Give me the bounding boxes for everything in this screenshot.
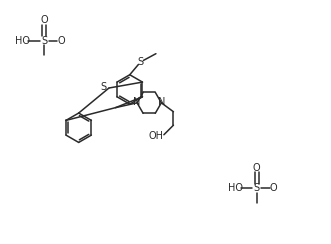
Text: S: S [41, 36, 47, 46]
Text: HO: HO [15, 36, 30, 46]
Text: S: S [254, 183, 260, 193]
Text: HO: HO [228, 183, 243, 193]
Text: OH: OH [149, 131, 164, 141]
Text: O: O [57, 36, 65, 46]
Text: N: N [158, 98, 166, 108]
Text: S: S [138, 57, 144, 67]
Text: O: O [253, 163, 260, 173]
Text: O: O [270, 183, 277, 193]
Text: S: S [101, 82, 107, 92]
Text: N: N [133, 98, 140, 108]
Text: O: O [40, 15, 48, 25]
